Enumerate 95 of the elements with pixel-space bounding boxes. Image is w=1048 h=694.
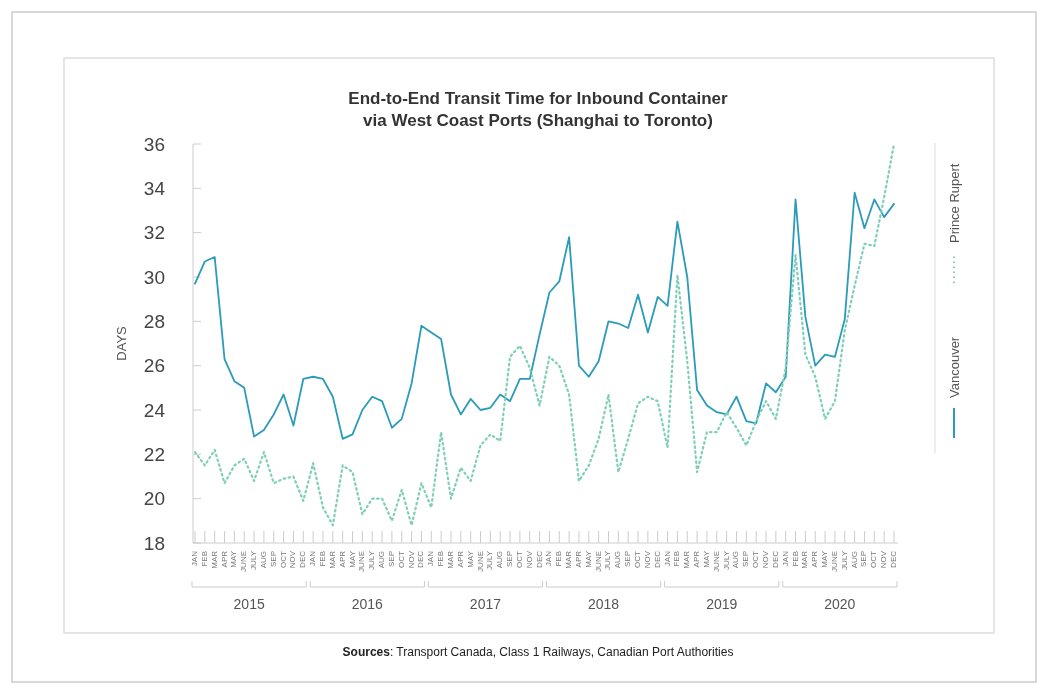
y-axis-title: DAYS xyxy=(114,325,129,361)
x-tick-label: JAN xyxy=(190,550,199,567)
x-tick-label: AUG xyxy=(849,551,859,569)
line-series xyxy=(193,142,896,527)
text: 2015 xyxy=(233,596,265,612)
x-tick-label: NOV xyxy=(288,550,298,569)
x-tick-label: AUG xyxy=(258,551,268,569)
y-tick-label: 18 xyxy=(143,532,165,554)
x-tick-label: SEP xyxy=(741,551,751,568)
text: 2020 xyxy=(824,596,856,612)
x-tick-label: JULY xyxy=(839,550,849,570)
x-tick-label: JULY xyxy=(249,550,259,570)
x-tick-label: AUG xyxy=(613,551,623,569)
x-tick-label: JULY xyxy=(603,550,613,570)
x-tick-label: APR xyxy=(219,550,229,568)
text: 2016 xyxy=(351,596,384,612)
x-tick-label: AUG xyxy=(495,551,505,569)
x-tick-label: JUNE xyxy=(357,551,367,572)
x-tick-label: DEC xyxy=(889,550,898,568)
y-tick-label: 32 xyxy=(143,222,165,244)
y-tick-label: 34 xyxy=(143,177,166,199)
x-tick-label: DEC xyxy=(298,550,308,568)
y-tick-label: 26 xyxy=(143,355,165,377)
x-tick-label: JAN xyxy=(308,550,318,567)
text: 2018 xyxy=(587,596,620,612)
x-tick-label: APR xyxy=(692,550,702,568)
x-tick-label: JUNE xyxy=(593,551,603,572)
x-tick-label: APR xyxy=(455,550,465,568)
x-tick-label: OCT xyxy=(751,550,761,568)
text: 2019 xyxy=(706,596,738,612)
x-tick-label: JULY xyxy=(367,550,377,570)
y-tick-label: 20 xyxy=(143,488,165,510)
x-tick-label: JUNE xyxy=(239,551,249,572)
line-series xyxy=(194,191,895,440)
x-tick-label: MAY xyxy=(347,550,357,568)
y-tick-label: 30 xyxy=(143,266,165,288)
x-tick-label: JAN xyxy=(662,550,672,567)
text: 2017 xyxy=(469,596,502,612)
x-tick-label: JUNE xyxy=(475,551,485,572)
x-tick-label: JUNE xyxy=(829,551,839,572)
x-tick-label: SEP xyxy=(623,551,633,568)
y-tick-label: 22 xyxy=(143,443,165,465)
x-tick-label: JULY xyxy=(721,550,731,570)
x-tick-label: FEB xyxy=(199,551,209,567)
x-tick-label: OCT xyxy=(396,550,406,568)
source-note: Sources: Transport Canada, Class 1 Railways, Canadian Port Authorities xyxy=(342,645,734,659)
x-tick-label: OCT xyxy=(514,550,524,568)
y-tick-label: 28 xyxy=(143,310,165,332)
x-tick-label: JAN xyxy=(780,550,790,567)
text: Prince Rupert xyxy=(947,163,962,243)
x-tick-label: JULY xyxy=(485,550,495,570)
text: Vancouver xyxy=(947,336,962,398)
x-tick-label: MAR xyxy=(445,550,455,569)
x-tick-label: DEC xyxy=(652,550,662,568)
x-tick-label: DEC xyxy=(770,550,780,568)
x-tick-label: SEP xyxy=(859,551,869,568)
x-tick-label: MAR xyxy=(800,550,810,569)
x-tick-label: MAR xyxy=(209,550,219,569)
x-tick-label: MAY xyxy=(465,550,475,568)
x-tick-label: JAN xyxy=(426,550,436,567)
x-tick-label: SEP xyxy=(386,551,396,568)
x-tick-label: MAR xyxy=(327,550,337,569)
x-tick-label: NOV xyxy=(761,550,771,569)
x-tick-label: NOV xyxy=(524,550,534,569)
x-tick-label: OCT xyxy=(278,550,288,568)
x-tick-label: MAY xyxy=(701,550,711,568)
x-tick-label: FEB xyxy=(554,551,564,567)
x-tick-label: AUG xyxy=(377,551,387,569)
x-tick-label: MAR xyxy=(564,550,574,569)
x-tick-label: APR xyxy=(573,550,583,568)
x-tick-label: FEB xyxy=(436,551,446,567)
x-tick-label: FEB xyxy=(317,551,327,567)
x-tick-label: NOV xyxy=(879,550,889,569)
y-tick-label: 24 xyxy=(143,399,166,421)
x-tick-label: AUG xyxy=(731,551,741,569)
x-tick-label: APR xyxy=(810,550,820,568)
x-tick-label: MAY xyxy=(229,550,239,568)
chart-title: End-to-End Transit Time for Inbound Container via West Coast Ports (Shanghai to Toronto) xyxy=(348,89,729,130)
x-tick-label: DEC xyxy=(416,550,426,568)
x-tick-label: MAY xyxy=(583,550,593,568)
x-tick-label: NOV xyxy=(642,550,652,569)
x-tick-label: DEC xyxy=(534,550,544,568)
x-tick-label: SEP xyxy=(268,551,278,568)
x-tick-label: JAN xyxy=(544,550,554,567)
x-tick-label: MAR xyxy=(682,550,692,569)
x-tick-label: SEP xyxy=(505,551,515,568)
x-tick-label: MAY xyxy=(820,550,830,568)
x-tick-label: FEB xyxy=(790,551,800,567)
x-tick-label: JUNE xyxy=(711,551,721,572)
x-tick-label: OCT xyxy=(633,550,643,568)
y-tick-label: 36 xyxy=(143,133,165,155)
x-tick-label: FEB xyxy=(672,551,682,567)
x-tick-label: NOV xyxy=(406,550,416,569)
x-tick-label: APR xyxy=(337,550,347,568)
x-tick-label: OCT xyxy=(869,550,879,568)
